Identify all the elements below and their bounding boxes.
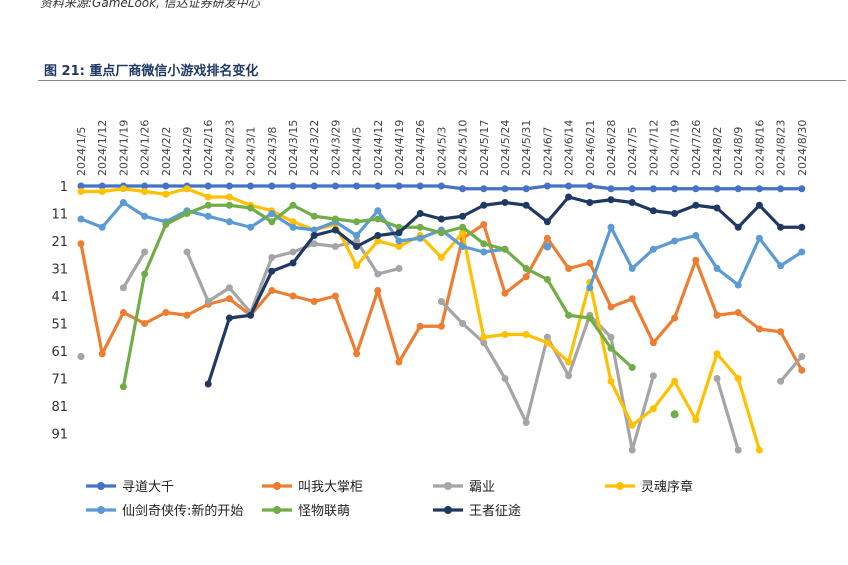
x-tick-label: 2024/1/5 [75, 127, 88, 176]
y-tick-label: 51 [51, 318, 68, 333]
x-tick-label: 2024/6/7 [541, 127, 554, 176]
y-tick-label: 31 [51, 263, 68, 278]
isolated-point [670, 410, 679, 419]
title-divider [38, 80, 846, 81]
y-tick-label: 1 [60, 180, 68, 195]
legend-marker [97, 482, 105, 490]
legend-marker [616, 482, 624, 490]
legend-marker [97, 506, 105, 514]
x-tick-label: 2024/4/12 [372, 120, 385, 176]
data-point [77, 353, 85, 360]
x-tick-label: 2024/7/5 [626, 127, 639, 176]
y-tick-label: 61 [51, 345, 68, 360]
legend-item: 霸业 [433, 480, 495, 495]
figure-title: 图 21: 重点厂商微信小游戏排名变化 [44, 64, 259, 79]
y-tick-label: 91 [51, 428, 68, 443]
x-tick-label: 2024/4/19 [393, 120, 406, 176]
x-tick-label: 2024/1/19 [117, 120, 130, 176]
series-line-segment [206, 195, 804, 386]
series-line-segment [79, 200, 507, 254]
x-tick-label: 2024/8/2 [711, 127, 724, 176]
x-tick-label: 2024/8/9 [732, 127, 745, 176]
series-line-segment [121, 250, 147, 290]
x-tick-label: 2024/6/21 [584, 120, 597, 176]
legend-marker [273, 482, 281, 490]
y-tick-label: 81 [51, 400, 68, 415]
legend-item: 怪物联萌 [262, 504, 350, 519]
series-怪物联萌 [119, 201, 636, 391]
x-tick-label: 2024/1/12 [96, 120, 109, 176]
x-tick-label: 2024/6/28 [605, 120, 618, 176]
series-王者征途 [204, 193, 806, 388]
legend-item: 仙剑奇侠传:新的开始 [86, 503, 243, 519]
legend-item: 王者征途 [433, 503, 521, 519]
x-tick-label: 2024/5/17 [478, 120, 491, 176]
x-tick-label: 2024/5/24 [499, 120, 512, 176]
y-tick-label: 41 [51, 290, 68, 305]
x-axis-ticks: 2024/1/5 2024/1/12 2024/1/19 2024/1/26 2024/… [75, 120, 809, 176]
y-tick-label: 71 [51, 373, 68, 388]
legend-marker [273, 506, 281, 514]
series-line-segment [588, 225, 804, 290]
series-lines [77, 182, 806, 454]
series-霸业 [77, 237, 806, 454]
series-line-segment [79, 184, 804, 191]
x-tick-label: 2024/7/12 [647, 120, 660, 176]
legend-marker [444, 506, 452, 514]
series-叫我大掌柜 [77, 221, 806, 374]
legend-item: 寻道大千 [86, 480, 174, 495]
x-tick-label: 2024/3/15 [287, 120, 300, 176]
legend-item: 灵魂序章 [605, 479, 693, 495]
legend-label: 灵魂序章 [641, 479, 693, 495]
series-line-segment [79, 222, 804, 372]
x-tick-label: 2024/4/26 [414, 120, 427, 176]
x-tick-label: 2024/8/23 [775, 120, 788, 176]
x-tick-label: 2024/8/30 [796, 120, 809, 176]
legend-label: 霸业 [469, 480, 495, 495]
legend-marker [444, 482, 452, 490]
source-note: 资料来源:GameLook, 信达证券研发中心 [40, 0, 260, 10]
series-line-segment [121, 203, 634, 389]
x-tick-label: 2024/1/26 [139, 120, 152, 176]
legend-item: 叫我大掌柜 [262, 480, 363, 495]
x-tick-label: 2024/3/8 [266, 127, 279, 176]
x-tick-label: 2024/3/22 [308, 120, 321, 176]
x-tick-label: 2024/7/19 [669, 120, 682, 176]
x-tick-label: 2024/6/14 [563, 120, 576, 176]
x-tick-label: 2024/2/16 [202, 120, 215, 176]
legend-label: 怪物联萌 [298, 504, 350, 519]
x-tick-label: 2024/3/29 [329, 120, 342, 176]
legend-label: 寻道大千 [122, 480, 174, 495]
isolated-point [543, 242, 552, 251]
y-tick-label: 21 [51, 235, 68, 250]
series-line-segment [715, 376, 740, 452]
series-line-segment [185, 239, 401, 315]
x-tick-label: 2024/2/23 [223, 120, 236, 176]
x-tick-label: 2024/2/2 [160, 127, 173, 176]
series-line-segment [778, 354, 804, 383]
legend-label: 王者征途 [469, 503, 521, 519]
x-tick-label: 2024/3/1 [245, 127, 258, 176]
y-tick-label: 11 [51, 208, 68, 223]
x-tick-label: 2024/5/10 [457, 120, 470, 176]
x-tick-label: 2024/5/31 [520, 120, 533, 176]
legend-label: 仙剑奇侠传:新的开始 [122, 503, 243, 519]
x-tick-label: 2024/2/9 [181, 127, 194, 176]
series-寻道大千 [77, 182, 806, 193]
x-tick-label: 2024/8/16 [753, 120, 766, 176]
x-tick-label: 2024/7/26 [690, 120, 703, 176]
series-line-segment [439, 299, 656, 452]
x-tick-label: 2024/5/3 [435, 127, 448, 176]
legend-label: 叫我大掌柜 [298, 480, 363, 495]
x-tick-label: 2024/4/5 [351, 127, 364, 176]
